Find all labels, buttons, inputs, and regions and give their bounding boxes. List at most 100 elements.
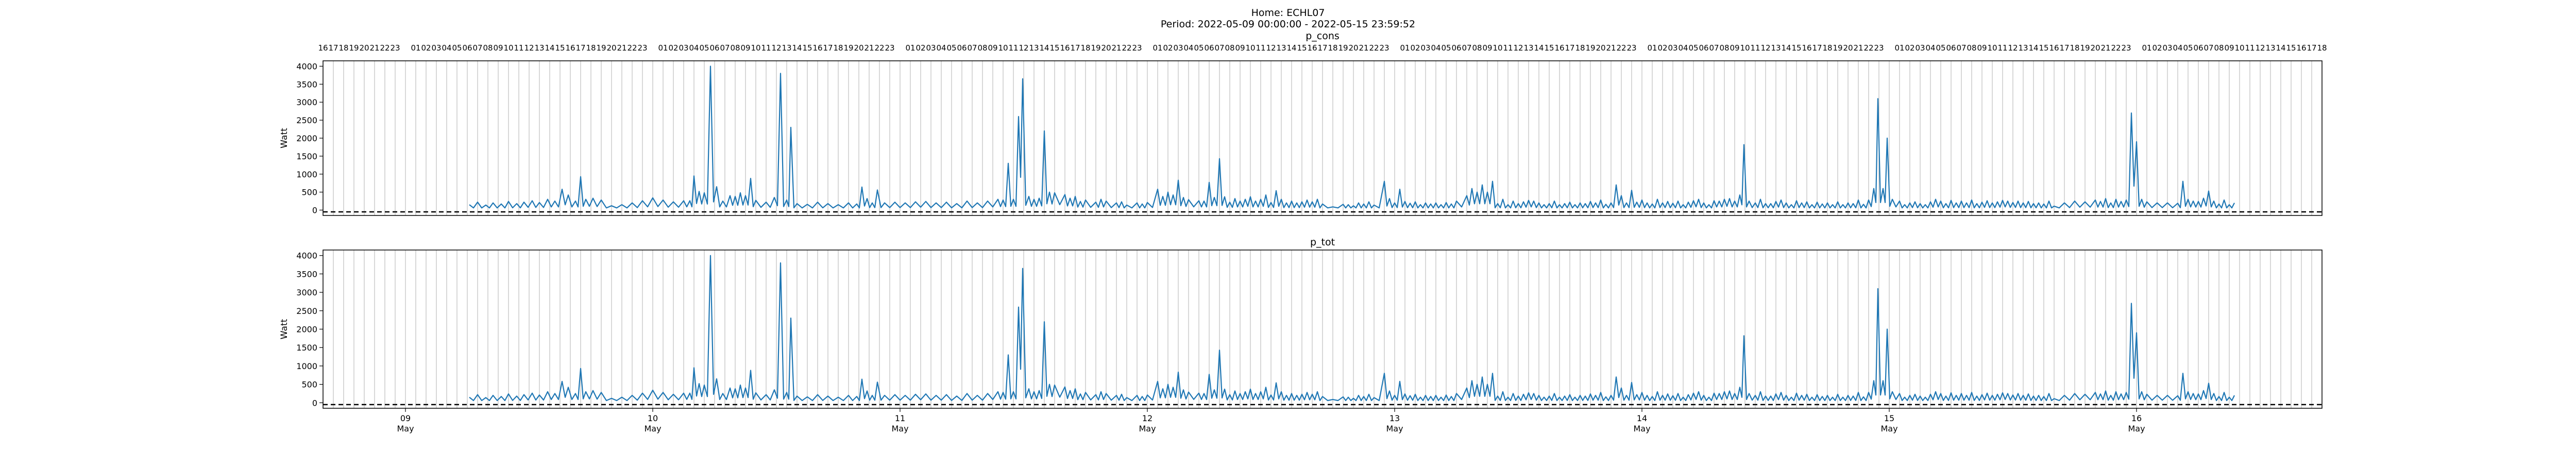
hour-tick-label: 10 [1987, 43, 1997, 53]
month-tick-label: May [2128, 424, 2145, 434]
hour-tick-label: 04 [1678, 43, 1688, 53]
hour-tick-label: 10 [1245, 43, 1255, 53]
hour-tick-label: 06 [462, 43, 472, 53]
hour-tick-label: 04 [1431, 43, 1440, 53]
hour-tick-label: 12 [771, 43, 781, 53]
hour-tick-label: 04 [1925, 43, 1935, 53]
hour-tick-label: 05 [1936, 43, 1945, 53]
hour-tick-label: 19 [1091, 43, 1100, 53]
day-tick-label: 10 [648, 413, 658, 423]
hour-tick-label: 16 [1554, 43, 1564, 53]
hour-tick-label: 19 [1585, 43, 1595, 53]
hour-tick-label: 20 [2090, 43, 2100, 53]
month-tick-label: May [891, 424, 908, 434]
hour-tick-label: 06 [1204, 43, 1214, 53]
y-tick-label: 1000 [296, 170, 317, 179]
hour-tick-label: 23 [390, 43, 400, 53]
hour-tick-label: 06 [1451, 43, 1461, 53]
hour-tick-label: 06 [957, 43, 967, 53]
y-tick-label: 3500 [296, 79, 317, 89]
hour-tick-label: 21 [2100, 43, 2110, 53]
day-tick-label: 09 [400, 413, 411, 423]
hour-tick-label: 11 [1503, 43, 1513, 53]
hour-tick-label: 08 [1225, 43, 1234, 53]
hour-tick-label: 18 [586, 43, 596, 53]
hour-tick-label: 09 [1730, 43, 1739, 53]
y-tick-label: 1500 [296, 152, 317, 161]
hour-tick-label: 01 [658, 43, 668, 53]
hour-tick-label: 10 [1493, 43, 1502, 53]
hour-tick-label: 20 [606, 43, 616, 53]
month-tick-label: May [1386, 424, 1403, 434]
hour-tick-label: 02 [1905, 43, 1914, 53]
y-tick-label: 4000 [296, 251, 317, 261]
hour-tick-label: 21 [1853, 43, 1863, 53]
hour-tick-label: 21 [369, 43, 379, 53]
hour-tick-label: 22 [874, 43, 884, 53]
hour-tick-label: 14 [1781, 43, 1791, 53]
hour-tick-label: 03 [1420, 43, 1430, 53]
hour-tick-label: 05 [1688, 43, 1698, 53]
hour-tick-label: 13 [782, 43, 791, 53]
hour-tick-label: 18 [1822, 43, 1832, 53]
hour-tick-label: 09 [1235, 43, 1245, 53]
hour-tick-label: 01 [905, 43, 915, 53]
hour-tick-label: 21 [1606, 43, 1616, 53]
hour-tick-label: 01 [1647, 43, 1657, 53]
hour-tick-label: 05 [452, 43, 462, 53]
hour-tick-label: 19 [1833, 43, 1842, 53]
hour-tick-label: 22 [2111, 43, 2121, 53]
hour-tick-label: 04 [442, 43, 451, 53]
hour-tick-label: 13 [2018, 43, 2028, 53]
hour-tick-label: 18 [1080, 43, 1090, 53]
hour-tick-label: 18 [338, 43, 348, 53]
y-tick-label: 3500 [296, 269, 317, 279]
hour-tick-label: 18 [1575, 43, 1585, 53]
panel-p_cons: p_cons 0 500 1000 1500 2000 2500 3000 3500 4000 Wa… [279, 30, 2327, 216]
hour-tick-label: 01 [1894, 43, 1904, 53]
hour-tick-label: 07 [2204, 43, 2213, 53]
hour-tick-label: 09 [1482, 43, 1492, 53]
y-tick-label: 3000 [296, 288, 317, 297]
hour-tick-label: 22 [1863, 43, 1873, 53]
hour-tick-label: 06 [1946, 43, 1956, 53]
hour-tick-label: 20 [1843, 43, 1853, 53]
hour-tick-label: 22 [380, 43, 389, 53]
hour-tick-label: 13 [1029, 43, 1039, 53]
hour-tick-label: 01 [2142, 43, 2151, 53]
hour-tick-label: 13 [1771, 43, 1781, 53]
hour-tick-label: 22 [627, 43, 637, 53]
hour-tick-label: 04 [936, 43, 946, 53]
hour-tick-label: 17 [1565, 43, 1574, 53]
hour-tick-label: 07 [1214, 43, 1224, 53]
hour-tick-label: 11 [1008, 43, 1018, 53]
hour-tick-label: 17 [2059, 43, 2069, 53]
hour-tick-label: 07 [1462, 43, 1471, 53]
hour-tick-label: 08 [977, 43, 987, 53]
hour-tick-label: 19 [596, 43, 606, 53]
hour-tick-label: 19 [349, 43, 359, 53]
hour-tick-label: 02 [668, 43, 678, 53]
day-tick-label: 12 [1142, 413, 1153, 423]
month-tick-label: May [397, 424, 414, 434]
day-tick-label: 11 [895, 413, 905, 423]
hour-tick-label: 20 [1348, 43, 1358, 53]
hour-tick-label: 20 [1596, 43, 1605, 53]
hour-tick-label: 18 [2070, 43, 2079, 53]
hour-tick-label: 20 [1101, 43, 1111, 53]
y-axis-label: Watt [279, 319, 290, 339]
month-tick-label: May [1139, 424, 1156, 434]
hour-tick-label: 07 [472, 43, 482, 53]
hour-tick-label: 08 [1719, 43, 1729, 53]
hour-tick-label: 03 [1173, 43, 1183, 53]
hour-tick-label: 03 [926, 43, 936, 53]
hour-tick-label: 01 [411, 43, 420, 53]
hour-tick-label: 19 [843, 43, 853, 53]
y-tick-label: 1000 [296, 361, 317, 371]
hour-tick-label: 17 [1812, 43, 1822, 53]
hour-tick-label: 13 [1523, 43, 1533, 53]
hour-tick-label: 07 [967, 43, 977, 53]
hour-tick-label: 11 [514, 43, 523, 53]
y-tick-label: 500 [301, 380, 317, 390]
